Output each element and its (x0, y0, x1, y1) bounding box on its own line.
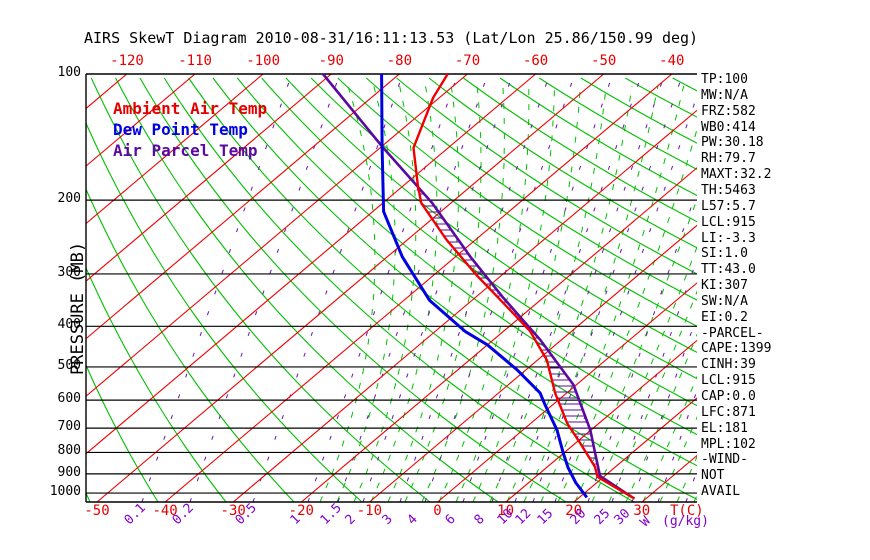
stat-line: LCL:915 (701, 214, 756, 230)
pressure-tick-label: 100 (57, 65, 81, 80)
pressure-tick-label: 500 (57, 357, 81, 373)
stat-line: TH:5463 (701, 182, 756, 198)
stat-line: KI:307 (701, 278, 748, 294)
stat-line: CINH:39 (701, 357, 756, 373)
stat-line: WB0:414 (701, 119, 756, 135)
pressure-tick-label: 700 (57, 419, 81, 435)
bottom-temp-tick-label: 0 (433, 503, 442, 519)
stat-line: -PARCEL- (701, 325, 764, 341)
stat-line: SW:N/A (701, 293, 748, 309)
top-temp-tick-label: -70 (454, 53, 481, 69)
top-temp-tick-label: -100 (246, 53, 281, 69)
bottom-temp-tick-label: 30 (633, 503, 651, 519)
stat-line: MW:N/A (701, 87, 748, 103)
y-axis-title: PRESSURE (MB) (68, 241, 88, 375)
top-temp-tick-label: -80 (386, 53, 413, 69)
page-title: AIRS SkewT Diagram 2010-08-31/16:11:13.5… (84, 29, 699, 47)
pressure-tick-label: 200 (57, 191, 81, 207)
stat-line: NOT (701, 468, 725, 484)
stat-line: RH:79.7 (701, 151, 756, 167)
stat-line: MPL:102 (701, 436, 756, 452)
stat-line: LI:-3.3 (701, 230, 756, 246)
legend-ambient-air-temp: Ambient Air Temp (113, 99, 268, 118)
bottom-temp-tick-label: 20 (565, 503, 583, 519)
bottom-temp-tick-label: -20 (288, 503, 314, 519)
stat-line: -WIND- (701, 452, 748, 468)
stat-line: MAXT:32.2 (701, 167, 772, 183)
stat-line: AVAIL (701, 484, 741, 500)
bottom-temp-tick-label: -30 (220, 503, 246, 519)
pressure-tick-label: 300 (57, 264, 81, 280)
stat-line: TP:100 (701, 72, 748, 87)
pressure-tick-label: 1000 (49, 484, 81, 500)
stat-line: CAP:0.0 (701, 389, 756, 404)
stat-line: TT:43.0 (701, 262, 756, 278)
stat-line: SI:1.0 (701, 246, 748, 262)
pressure-tick-label: 800 (57, 443, 81, 459)
stat-line: EI:0.2 (701, 309, 748, 325)
legend-air-parcel-temp: Air Parcel Temp (113, 141, 258, 160)
stat-line: CAPE:1399 (701, 341, 772, 357)
top-temp-tick-label: -120 (110, 53, 144, 69)
stat-line: FRZ:582 (701, 103, 756, 119)
top-temp-tick-label: -60 (522, 53, 549, 69)
stat-line: EL:181 (701, 420, 748, 436)
x-axis-temp-unit: T(C) (670, 503, 704, 519)
bottom-temp-tick-label: -40 (152, 503, 178, 519)
mixing-ratio-unit: (g/kg) (662, 514, 709, 529)
pressure-tick-label: 900 (57, 464, 81, 480)
top-temp-tick-label: -40 (659, 53, 685, 69)
stat-line: PW:30.18 (701, 135, 764, 151)
legend-dew-point-temp: Dew Point Temp (113, 120, 248, 139)
pressure-tick-label: 400 (57, 317, 81, 333)
bottom-temp-tick-label: -50 (84, 503, 110, 519)
top-temp-tick-label: -90 (318, 53, 344, 69)
bottom-temp-tick-label: 10 (497, 503, 515, 519)
stat-line: L57:5.7 (701, 198, 756, 214)
stat-line: LFC:871 (701, 404, 756, 420)
top-temp-tick-label: -50 (591, 53, 617, 69)
bottom-temp-tick-label: -10 (356, 503, 383, 519)
stat-line: LCL:915 (701, 373, 756, 389)
top-temp-tick-label: -110 (178, 53, 212, 69)
pressure-tick-label: 600 (57, 391, 81, 407)
